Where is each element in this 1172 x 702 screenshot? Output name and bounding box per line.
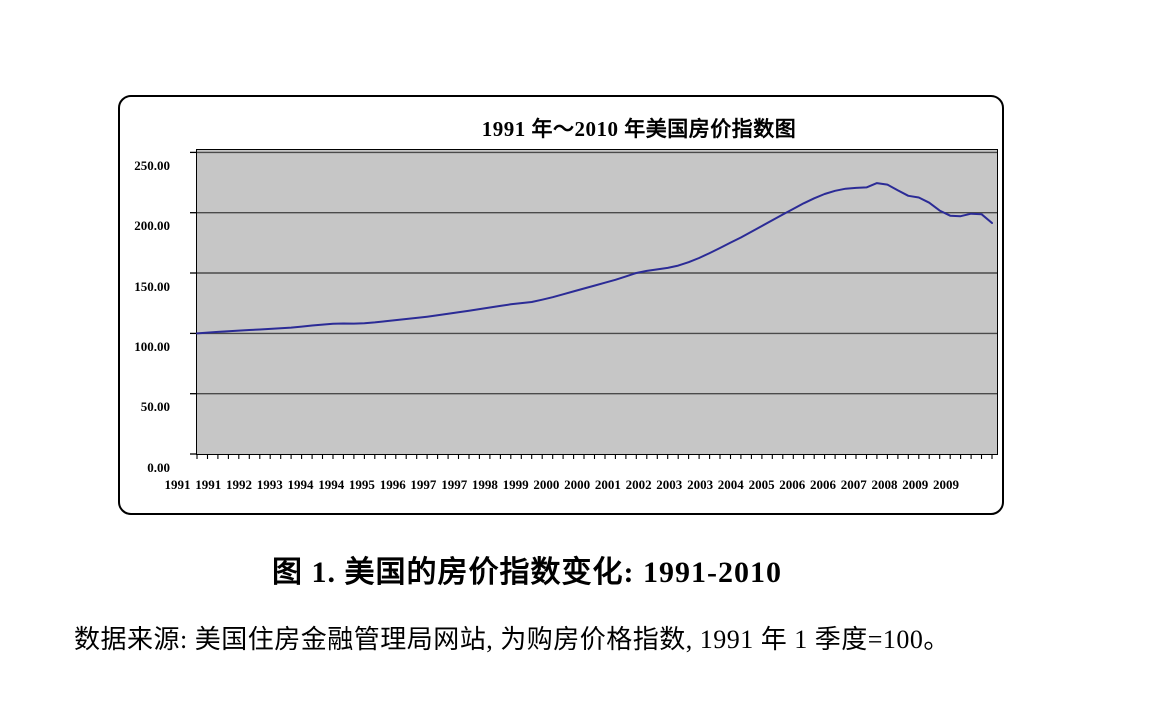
x-tick-label: 2006 <box>810 477 836 492</box>
x-tick-label: 2006 <box>779 477 806 492</box>
x-tick-label: 1994 <box>287 477 314 492</box>
x-tick-label: 1998 <box>471 477 498 492</box>
x-tick-label: 2009 <box>933 477 959 492</box>
x-tick-label: 2008 <box>871 477 898 492</box>
x-tick-label: 2000 <box>564 477 591 492</box>
x-tick-label: 1995 <box>348 477 375 492</box>
y-tick-label: 150.00 <box>134 278 170 294</box>
x-tick-label: 2003 <box>687 477 714 492</box>
x-tick-label: 1991 <box>164 477 191 492</box>
y-tick-label: 0.00 <box>147 459 170 475</box>
x-tick-label: 2000 <box>533 477 560 492</box>
axis-ticks <box>190 151 993 459</box>
x-tick-label: 2003 <box>656 477 683 492</box>
x-tick-label: 1991 <box>195 477 222 492</box>
source-note: 数据来源: 美国住房金融管理局网站, 为购房价格指数, 1991 年 1 季度=… <box>74 625 950 654</box>
x-tick-label: 1992 <box>226 477 252 492</box>
y-tick-label: 100.00 <box>134 338 170 354</box>
line-chart-svg <box>190 151 997 459</box>
x-tick-label: 2004 <box>717 477 744 492</box>
gridlines <box>197 151 997 395</box>
plot-area <box>190 149 998 459</box>
figure-caption: 图 1. 美国的房价指数变化: 1991-2010 <box>272 556 782 589</box>
figure-box: 1991 年～2010 年美国房价指数图 250.00 200.00 150.00 1… <box>118 95 1004 515</box>
x-tick-label: 1993 <box>256 477 283 492</box>
x-tick-label: 1999 <box>502 477 529 492</box>
x-tick-label: 2005 <box>748 477 775 492</box>
y-tick-label: 50.00 <box>140 399 170 415</box>
y-tick-label: 250.00 <box>134 157 170 173</box>
x-tick-label: 1997 <box>410 477 437 492</box>
chart-title: 1991 年～2010 年美国房价指数图 <box>481 117 797 141</box>
price-index-line <box>196 182 993 335</box>
x-tick-label: 1996 <box>379 477 406 492</box>
y-tick-label: 200.00 <box>134 218 170 234</box>
x-tick-label: 2002 <box>625 477 652 492</box>
x-tick-label: 2009 <box>902 477 929 492</box>
x-tick-label: 1997 <box>441 477 468 492</box>
x-tick-label: 1994 <box>318 477 345 492</box>
x-tick-label: 2007 <box>840 477 867 492</box>
x-tick-label: 2001 <box>594 477 621 492</box>
